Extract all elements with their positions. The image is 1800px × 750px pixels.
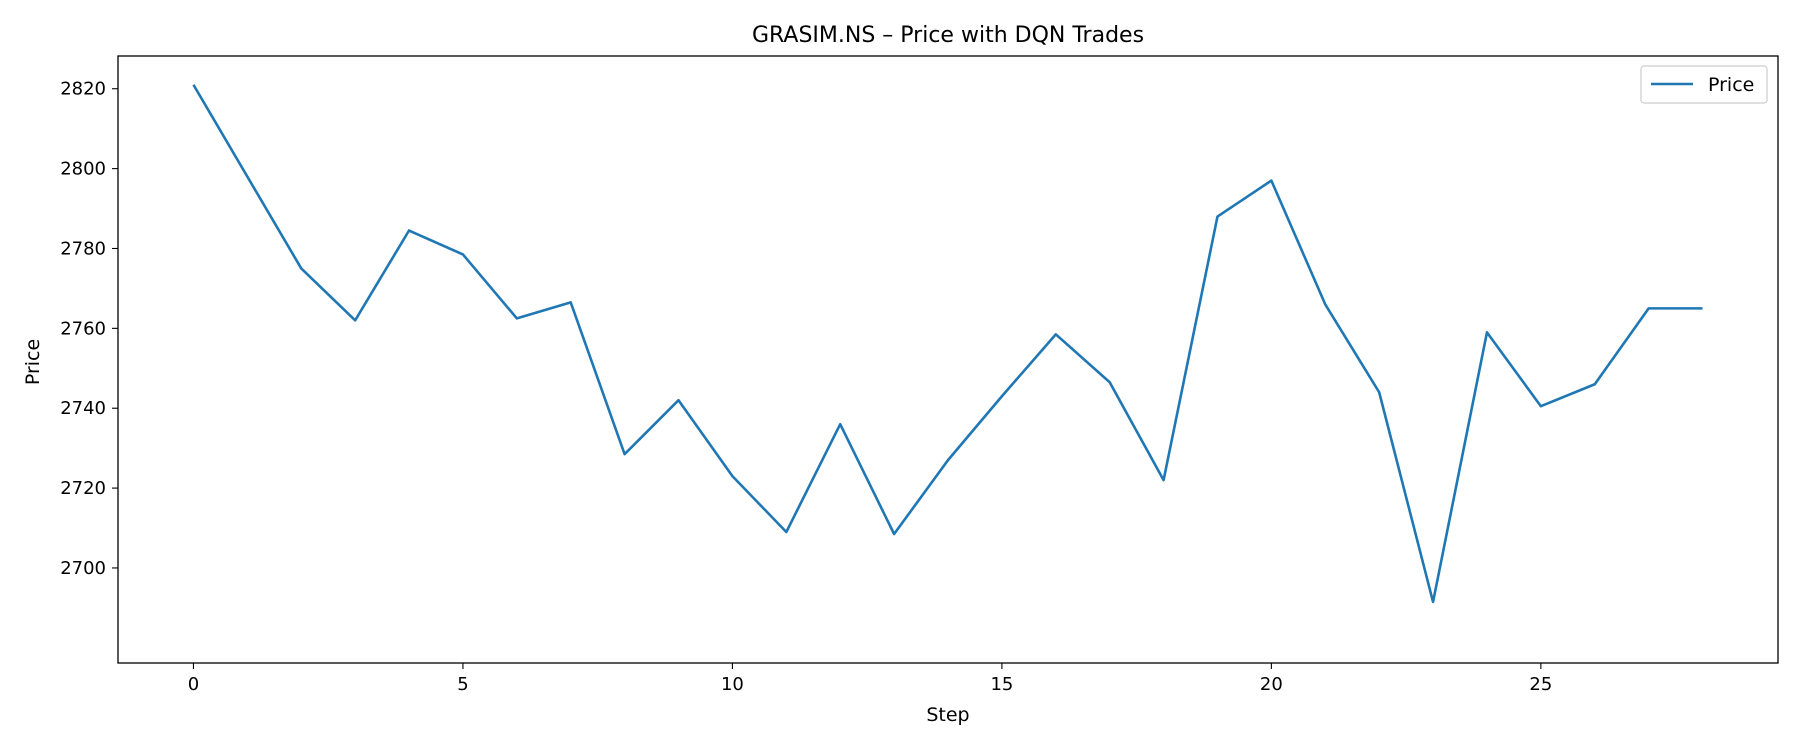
x-tick-label: 10 — [721, 674, 744, 695]
x-tick-label: 25 — [1529, 674, 1552, 695]
legend: Price — [1640, 65, 1768, 104]
chart-title: GRASIM.NS – Price with DQN Trades — [752, 23, 1144, 48]
y-tick-label: 2740 — [60, 398, 106, 419]
y-tick-label: 2720 — [60, 478, 106, 499]
y-axis-title: Price — [22, 339, 44, 385]
y-tick-label: 2760 — [60, 318, 106, 339]
x-tick-label: 20 — [1260, 674, 1283, 695]
x-tick-label: 0 — [188, 674, 199, 695]
legend-label-price: Price — [1708, 74, 1754, 96]
y-tick-label: 2800 — [60, 159, 106, 180]
y-tick-label: 2780 — [60, 238, 106, 259]
x-tick-label: 5 — [457, 674, 468, 695]
legend-box — [1640, 65, 1768, 104]
x-tick-label: 15 — [990, 674, 1013, 695]
x-axis-title: Step — [926, 704, 969, 726]
y-tick-label: 2700 — [60, 558, 106, 579]
plot-area: 0 5 10 15 20 25 2700 2720 2740 2760 2780 2800 2820 — [60, 55, 1779, 695]
y-tick-label: 2820 — [60, 79, 106, 100]
series-line-price — [192, 84, 1703, 604]
plot-frame — [117, 55, 1779, 664]
